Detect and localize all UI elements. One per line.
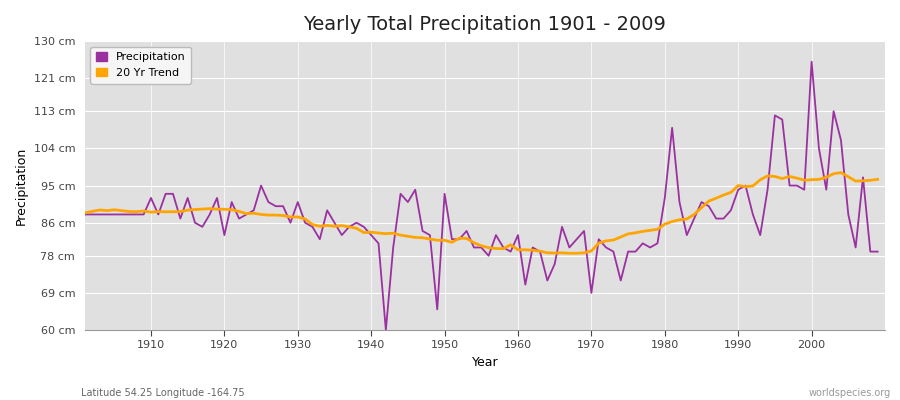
Title: Yearly Total Precipitation 1901 - 2009: Yearly Total Precipitation 1901 - 2009 [303,15,666,34]
Text: worldspecies.org: worldspecies.org [809,388,891,398]
Legend: Precipitation, 20 Yr Trend: Precipitation, 20 Yr Trend [91,47,192,84]
X-axis label: Year: Year [472,356,499,369]
Y-axis label: Precipitation: Precipitation [15,146,28,225]
Text: Latitude 54.25 Longitude -164.75: Latitude 54.25 Longitude -164.75 [81,388,245,398]
